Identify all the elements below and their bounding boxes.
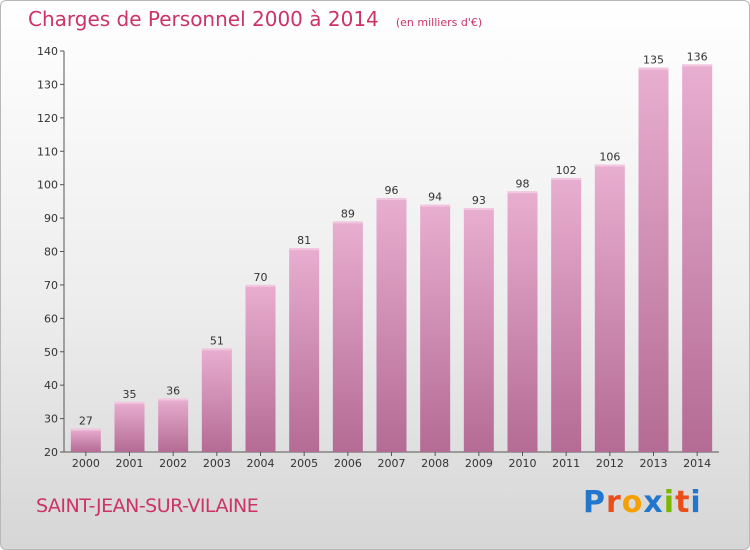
y-tick-label: 90 xyxy=(44,212,58,225)
bar xyxy=(245,284,276,452)
x-tick-label: 2014 xyxy=(683,457,711,470)
chart-title: Charges de Personnel 2000 à 2014 xyxy=(28,7,379,31)
bar xyxy=(638,67,669,452)
bar-cap xyxy=(158,398,189,401)
data-label: 36 xyxy=(166,385,180,398)
bar-cap xyxy=(638,67,669,70)
y-tick-label: 40 xyxy=(44,379,58,392)
bar xyxy=(114,401,145,452)
brand-letter: t xyxy=(675,485,691,520)
x-tick-label: 2006 xyxy=(334,457,362,470)
brand-logo: Proxiti xyxy=(583,485,702,520)
y-tick-label: 100 xyxy=(37,179,58,192)
x-tick-label: 2001 xyxy=(116,457,144,470)
data-label: 106 xyxy=(599,151,620,164)
brand-letter: P xyxy=(583,485,606,520)
x-tick-label: 2008 xyxy=(421,457,449,470)
y-tick-label: 130 xyxy=(37,78,58,91)
bar-cap xyxy=(463,208,494,211)
bar-cap xyxy=(420,204,451,207)
y-tick-label: 80 xyxy=(44,246,58,259)
y-tick-label: 50 xyxy=(44,346,58,359)
bar xyxy=(201,348,232,452)
x-tick-label: 2002 xyxy=(159,457,187,470)
y-tick-label: 140 xyxy=(37,45,58,58)
x-tick-label: 2011 xyxy=(552,457,580,470)
data-label: 102 xyxy=(556,164,577,177)
brand-letter: i xyxy=(663,485,676,520)
x-tick-label: 2013 xyxy=(640,457,668,470)
y-tick-label: 60 xyxy=(44,312,58,325)
x-tick-label: 2000 xyxy=(72,457,100,470)
data-label: 96 xyxy=(385,184,399,197)
bar-cap xyxy=(114,401,145,404)
bar xyxy=(507,191,538,452)
bar-cap xyxy=(70,428,101,431)
bar-cap xyxy=(682,64,713,67)
data-label: 89 xyxy=(341,207,355,220)
data-labels: 27 35 36 51 70 81 89 96 94 93 98 102 106 135 136 xyxy=(79,50,708,427)
x-tick-label: 2004 xyxy=(247,457,275,470)
data-label: 51 xyxy=(210,334,224,347)
x-tick-label: 2007 xyxy=(378,457,406,470)
y-tick-label: 70 xyxy=(44,279,58,292)
bar-cap xyxy=(289,248,320,251)
data-label: 93 xyxy=(472,194,486,207)
bar xyxy=(289,248,320,452)
bar-cap xyxy=(594,164,625,167)
bar-cap xyxy=(245,284,276,287)
bar xyxy=(420,204,451,452)
data-label: 136 xyxy=(687,50,708,63)
y-tick-label: 110 xyxy=(37,145,58,158)
bar-cap xyxy=(507,191,538,194)
brand-letter: x xyxy=(643,485,664,520)
chart-subtitle: (en milliers d'€) xyxy=(395,16,483,29)
title-row: Charges de Personnel 2000 à 2014 (en mil… xyxy=(28,7,482,31)
bar xyxy=(70,428,101,452)
x-tick-label: 2010 xyxy=(509,457,537,470)
bar xyxy=(551,177,582,452)
data-label: 94 xyxy=(428,191,442,204)
data-label: 81 xyxy=(297,234,311,247)
x-tick-label: 2005 xyxy=(290,457,318,470)
axes: 20 30 40 50 60 70 80 90 100 110 120 130 140 2000 2001 2… xyxy=(37,45,719,470)
x-tick-label: 2009 xyxy=(465,457,493,470)
data-label: 27 xyxy=(79,415,93,428)
brand-letter: r xyxy=(606,485,622,520)
bar xyxy=(594,164,625,452)
brand-letter: o xyxy=(621,485,644,520)
data-label: 135 xyxy=(643,54,664,67)
y-tick-label: 30 xyxy=(44,413,58,426)
x-tick-label: 2012 xyxy=(596,457,624,470)
bar xyxy=(158,398,189,452)
bar-cap xyxy=(332,221,363,224)
data-label: 35 xyxy=(123,388,137,401)
bar xyxy=(682,64,713,452)
bar-cap xyxy=(551,177,582,180)
brand-letter: i xyxy=(690,485,702,520)
y-tick-label: 120 xyxy=(37,112,58,125)
bars xyxy=(70,64,713,452)
data-label: 98 xyxy=(516,177,530,190)
bar xyxy=(463,208,494,452)
y-tick-label: 20 xyxy=(44,446,58,459)
bar-cap xyxy=(201,348,232,351)
place-name: SAINT-JEAN-SUR-VILAINE xyxy=(36,495,259,517)
bar xyxy=(332,221,363,452)
bar-cap xyxy=(376,198,407,201)
data-label: 70 xyxy=(254,271,268,284)
bar xyxy=(376,198,407,452)
x-tick-label: 2003 xyxy=(203,457,231,470)
